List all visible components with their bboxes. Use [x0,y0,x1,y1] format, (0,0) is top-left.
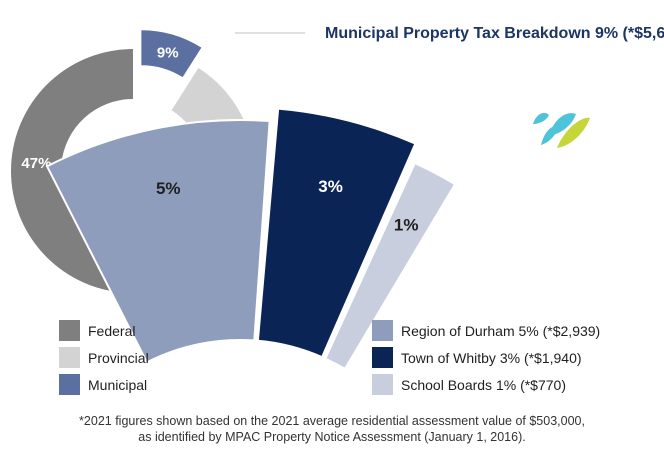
fan-sector-region-of-durham [45,119,271,364]
legend-label: Federal [88,322,136,339]
footnote-line: *2021 figures shown based on the 2021 av… [79,414,585,428]
legend-item-federal: Federal [59,317,149,344]
whitby-logo [533,112,590,148]
fan-value-label-town-of-whitby: 3% [318,177,343,196]
legend-swatch [59,320,80,341]
donut-value-label-federal: 47% [21,155,51,172]
legend-item-town-of-whitby: Town of Whitby 3% (*$1,940) [372,344,600,371]
legend-label: School Boards 1% (*$770) [401,376,566,393]
footnote: *2021 figures shown based on the 2021 av… [0,413,664,445]
legend-label: Provincial [88,349,149,366]
legend-item-provincial: Provincial [59,344,149,371]
breakdown-legend: Region of Durham 5% (*$2,939) Town of Wh… [372,317,600,398]
fan-sector-town-of-whitby [256,107,417,359]
legend-item-region-of-durham: Region of Durham 5% (*$2,939) [372,317,600,344]
legend-swatch [59,374,80,395]
fan-sector-school-boards [324,161,457,371]
legend-swatch [59,347,80,368]
fan-value-label-school-boards: 1% [394,215,419,234]
footnote-line: as identified by MPAC Property Notice As… [138,430,526,444]
legend-label: Municipal [88,376,148,393]
fan-value-label-region-of-durham: 5% [156,179,181,198]
breakdown-title: Municipal Property Tax Breakdown 9% (*$5… [325,25,664,42]
legend-label: Town of Whitby 3% (*$1,940) [401,349,582,366]
donut-legend: Federal Provincial Municipal [59,317,149,398]
legend-swatch [372,347,393,368]
legend-label: Region of Durham 5% (*$2,939) [401,322,601,339]
donut-value-label-municipal: 9% [157,44,179,61]
legend-swatch [372,374,393,395]
legend-item-school-boards: School Boards 1% (*$770) [372,371,600,398]
donut-slice-federal [11,49,134,291]
donut-slice-municipal [141,30,202,78]
legend-item-municipal: Municipal [59,371,149,398]
legend-swatch [372,320,393,341]
municipal-breakdown-fan: 5% 3% 1% [45,107,457,371]
